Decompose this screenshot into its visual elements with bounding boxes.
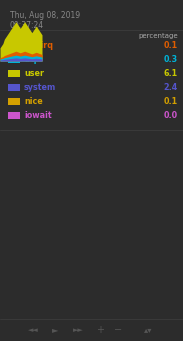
Text: iowait: iowait — [24, 110, 52, 119]
Text: 0.0: 0.0 — [164, 110, 178, 119]
Text: 0.3: 0.3 — [164, 55, 178, 63]
Text: irq: irq — [24, 55, 36, 63]
Text: −: − — [114, 325, 122, 335]
Text: 0.1: 0.1 — [164, 41, 178, 49]
Text: ►►: ►► — [73, 327, 83, 333]
Text: ▴▾: ▴▾ — [144, 326, 152, 335]
Text: system: system — [24, 83, 56, 91]
Text: 0.1: 0.1 — [164, 97, 178, 105]
Text: ►: ► — [52, 326, 58, 335]
Text: ◄◄: ◄◄ — [28, 327, 38, 333]
Bar — [8, 84, 20, 90]
Text: user: user — [24, 69, 44, 77]
Text: +: + — [96, 325, 104, 335]
Text: 2.4: 2.4 — [164, 83, 178, 91]
Bar — [8, 112, 20, 119]
Text: 09:37:24: 09:37:24 — [10, 21, 44, 30]
Text: nice: nice — [24, 97, 43, 105]
Text: Thu, Aug 08, 2019: Thu, Aug 08, 2019 — [10, 11, 80, 20]
Text: percentage: percentage — [138, 33, 178, 39]
Text: 6.1: 6.1 — [164, 69, 178, 77]
Bar — [8, 98, 20, 104]
Bar — [8, 56, 20, 62]
Text: softirq: softirq — [24, 41, 54, 49]
Bar — [8, 42, 20, 48]
Bar — [8, 70, 20, 76]
